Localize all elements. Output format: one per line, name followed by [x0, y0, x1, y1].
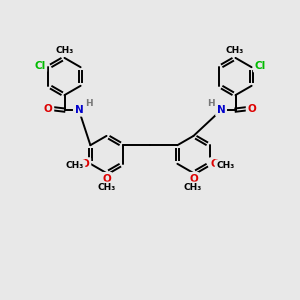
Text: O: O [247, 103, 256, 114]
Text: CH₃: CH₃ [56, 46, 74, 55]
Text: H: H [207, 99, 215, 108]
Text: O: O [210, 159, 219, 169]
Text: H: H [85, 99, 93, 108]
Text: N: N [74, 105, 83, 115]
Text: CH₃: CH₃ [66, 161, 84, 170]
Text: Cl: Cl [254, 61, 266, 71]
Text: N: N [217, 105, 226, 115]
Text: CH₃: CH₃ [216, 161, 234, 170]
Text: CH₃: CH₃ [226, 46, 244, 55]
Text: O: O [44, 103, 53, 114]
Text: O: O [81, 159, 90, 169]
Text: O: O [189, 173, 198, 184]
Text: Cl: Cl [34, 61, 46, 71]
Text: CH₃: CH₃ [98, 183, 116, 192]
Text: CH₃: CH₃ [184, 183, 202, 192]
Text: O: O [102, 173, 111, 184]
